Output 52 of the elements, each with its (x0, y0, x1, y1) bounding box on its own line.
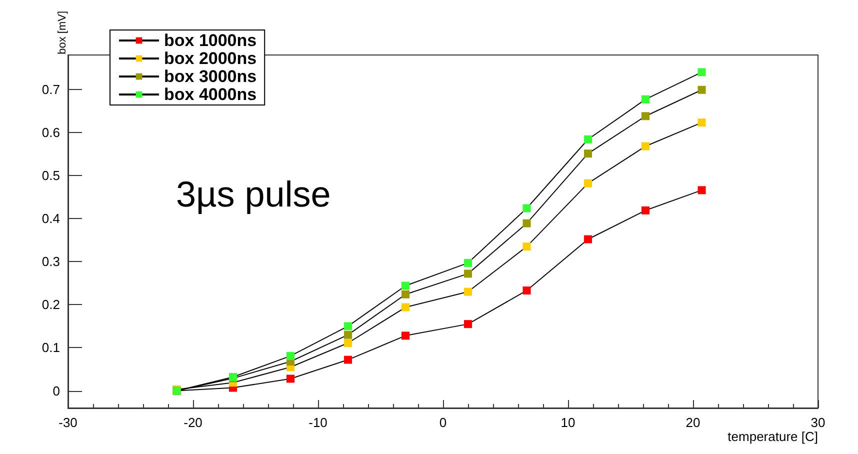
point (522, 219, 531, 228)
point (464, 270, 472, 278)
legend-label: box 1000ns (164, 31, 257, 50)
point (522, 242, 531, 251)
point (344, 322, 352, 330)
point (344, 338, 352, 347)
y-tick-label: 0.2 (42, 297, 60, 312)
legend-label: box 4000ns (164, 85, 257, 104)
point (698, 118, 706, 127)
y-tick-label: 0.3 (42, 254, 60, 270)
point (464, 288, 472, 296)
point (344, 356, 352, 364)
point (344, 330, 352, 339)
point (464, 320, 472, 328)
x-axis-title: temperature [C] (728, 429, 818, 444)
point (402, 332, 410, 340)
x-tick-label: -30 (58, 415, 78, 430)
point (464, 258, 472, 267)
legend-label: box 3000ns (164, 67, 257, 86)
y-tick-label: 0.6 (42, 124, 60, 140)
x-tick-label: -10 (308, 415, 328, 430)
legend-label: box 2000ns (164, 49, 257, 68)
point (642, 206, 650, 214)
point (698, 186, 706, 194)
point (642, 95, 650, 104)
y-tick-label: 0 (52, 383, 60, 398)
point (584, 179, 592, 188)
x-tick-label: 0 (439, 415, 447, 430)
y-axis-title: box [mV] (56, 11, 68, 54)
x-tick-label: 10 (560, 415, 576, 430)
point (642, 142, 650, 150)
point (522, 204, 531, 212)
point (402, 282, 410, 290)
y-tick-label: 0.7 (42, 82, 60, 97)
point (402, 303, 410, 312)
point (698, 86, 706, 94)
x-tick-label: 30 (810, 415, 826, 430)
annotation: 3µs pulse (176, 174, 331, 214)
x-tick-label: -20 (184, 415, 202, 430)
point (642, 112, 650, 120)
y-tick-label: 0.5 (42, 168, 60, 184)
x-tick-label: 20 (686, 415, 700, 430)
y-tick-label: 0.1 (42, 340, 60, 356)
point (698, 68, 706, 76)
point (286, 352, 294, 360)
y-tick-label: 0.4 (42, 211, 60, 226)
point (286, 374, 294, 383)
point (522, 286, 531, 294)
point (584, 150, 592, 158)
point (402, 290, 410, 298)
point (584, 235, 592, 244)
point (584, 135, 592, 144)
